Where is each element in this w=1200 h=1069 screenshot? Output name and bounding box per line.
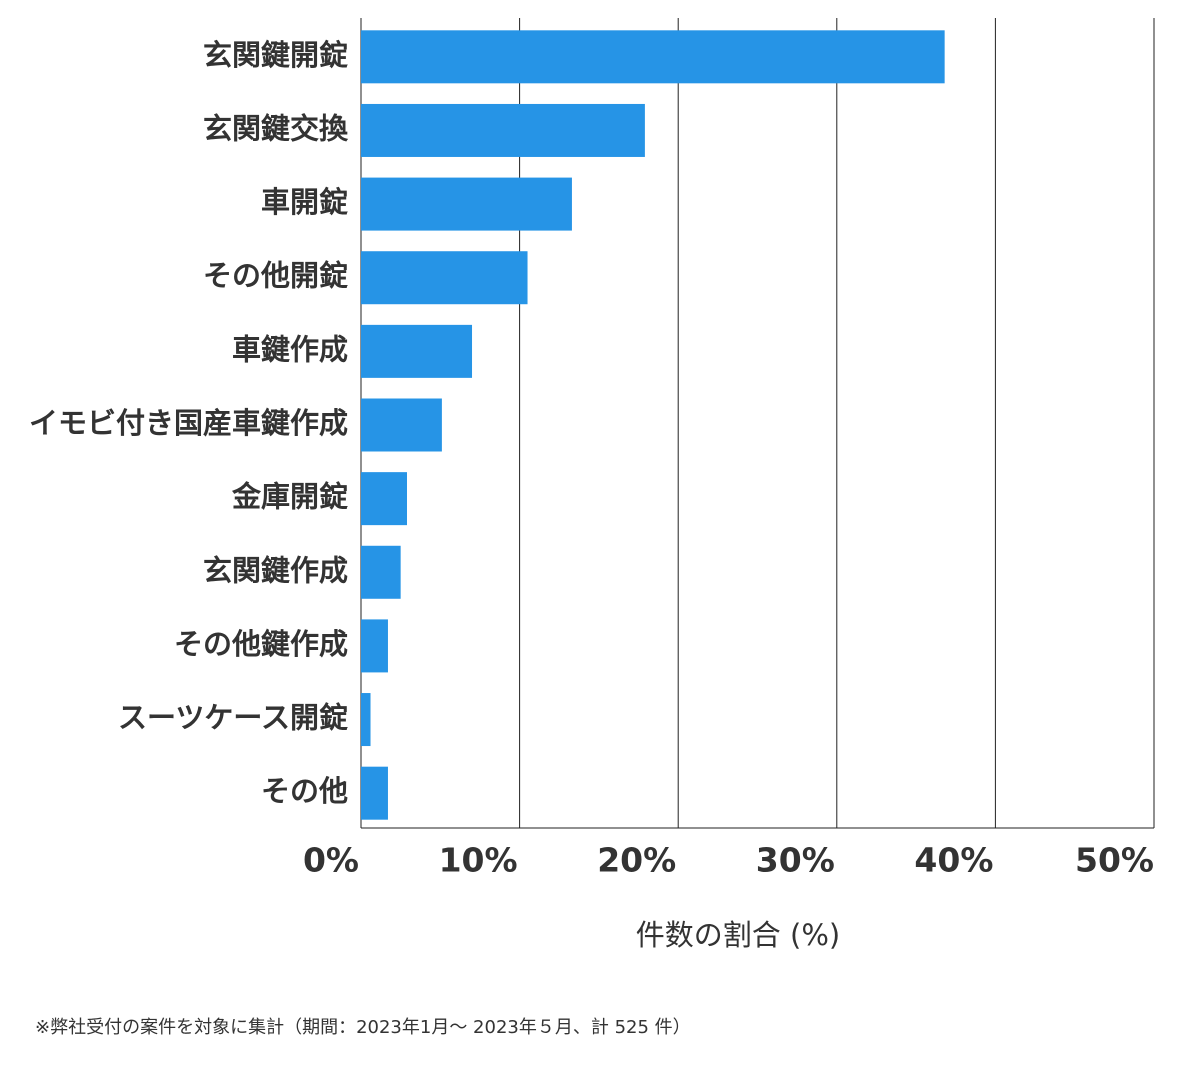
y-tick-label: 玄関鍵交換: [203, 111, 349, 145]
bar: [361, 324, 473, 378]
x-tick-label: 0%: [303, 841, 359, 880]
footnote: ※弊社受付の案件を対象に集計（期間：2023年1月～ 2023年５月、計 525…: [35, 1017, 691, 1038]
bar: [361, 766, 388, 820]
y-tick-label: 玄関鍵開錠: [203, 38, 348, 72]
bar: [361, 472, 407, 526]
y-tick-label: その他: [261, 774, 348, 808]
x-tick-label: 10%: [439, 841, 518, 880]
bar: [361, 177, 572, 231]
y-tick-label: スーツケース開錠: [118, 701, 348, 735]
bar: [361, 619, 388, 673]
x-axis-label: 件数の割合 (%): [636, 918, 840, 952]
bar: [361, 103, 645, 157]
x-tick-label: 50%: [1075, 841, 1154, 880]
x-tick-label: 20%: [597, 841, 676, 880]
y-tick-label: 車開錠: [261, 185, 348, 219]
bar: [361, 30, 945, 84]
y-tick-label: イモビ付き国産車鍵作成: [29, 406, 348, 440]
y-tick-label: その他開錠: [203, 259, 348, 293]
bar: [361, 251, 528, 305]
y-tick-label: 玄関鍵作成: [203, 553, 348, 587]
y-tick-label: 金庫開錠: [231, 480, 348, 514]
bar: [361, 545, 401, 599]
y-tick-label: その他鍵作成: [174, 627, 348, 661]
y-tick-label: 車鍵作成: [232, 332, 348, 366]
x-tick-label: 40%: [914, 841, 993, 880]
x-tick-label: 30%: [756, 841, 835, 880]
bar: [361, 398, 442, 452]
bar: [361, 693, 371, 747]
